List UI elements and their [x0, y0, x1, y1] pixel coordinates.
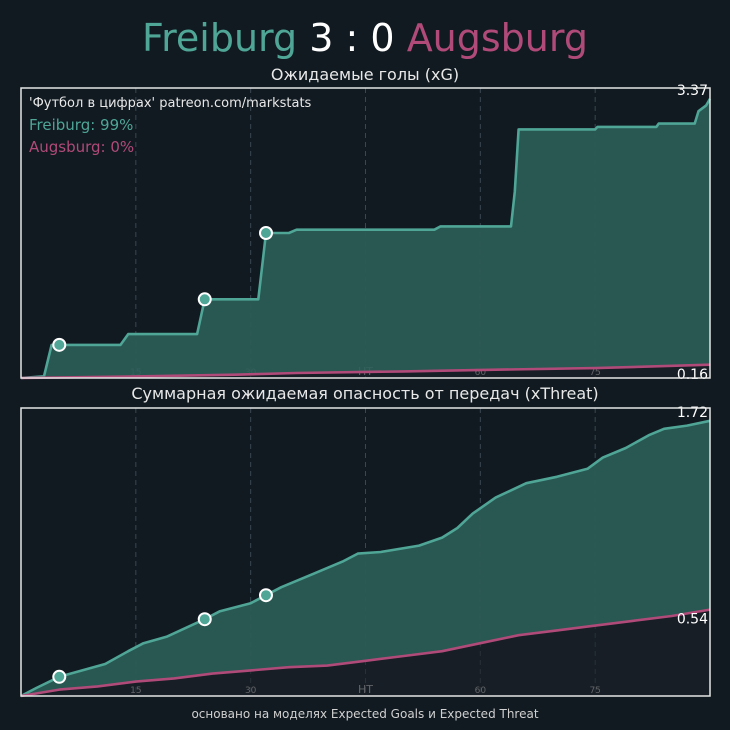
- legend-away: Augsburg: 0%: [29, 138, 134, 156]
- credit-text: 'Футбол в цифрах' patreon.com/markstats: [29, 96, 312, 111]
- home-score: 3: [309, 16, 334, 60]
- goal-marker: [258, 226, 273, 240]
- xt-home-end-label: 1.72: [677, 405, 708, 421]
- xthreat-chart-title: Суммарная ожидаемая опасность от передач…: [131, 384, 599, 403]
- legend-home: Freiburg: 99%: [29, 116, 133, 134]
- xt-plot-frame: [20, 407, 711, 697]
- away-team-name: Augsburg: [406, 16, 588, 60]
- footer-note: основано на моделях Expected Goals и Exp…: [191, 707, 539, 721]
- away-score: 0: [370, 16, 395, 60]
- score-separator: :: [345, 16, 359, 60]
- xt-away-end-label: 0.54: [677, 612, 708, 628]
- goal-marker: [197, 292, 212, 307]
- xg-home-end-label: 3.37: [677, 83, 708, 99]
- match-title: Freiburg 3 : 0 Augsburg: [0, 14, 730, 62]
- xg-plot-frame: [20, 87, 711, 379]
- xt-away-area: [21, 609, 710, 696]
- xt-home-series-line: [20, 419, 711, 698]
- xt-area-fill: [21, 420, 710, 696]
- xthreat-marker: [52, 669, 67, 684]
- xthreat-marker: [197, 612, 212, 627]
- xg-away-series-line: [20, 363, 711, 380]
- home-team-name: Freiburg: [142, 16, 298, 60]
- goal-marker: [52, 337, 67, 352]
- xthreat-marker: [258, 588, 273, 603]
- xg-home-series-line: [20, 98, 712, 380]
- xg-away-end-label: 0.16: [677, 367, 708, 383]
- xg-area-fill: [21, 98, 710, 379]
- xg-chart-title: Ожидаемые голы (xG): [270, 65, 460, 84]
- xg-away-area: [21, 364, 710, 378]
- xt-away-series-line: [20, 608, 711, 698]
